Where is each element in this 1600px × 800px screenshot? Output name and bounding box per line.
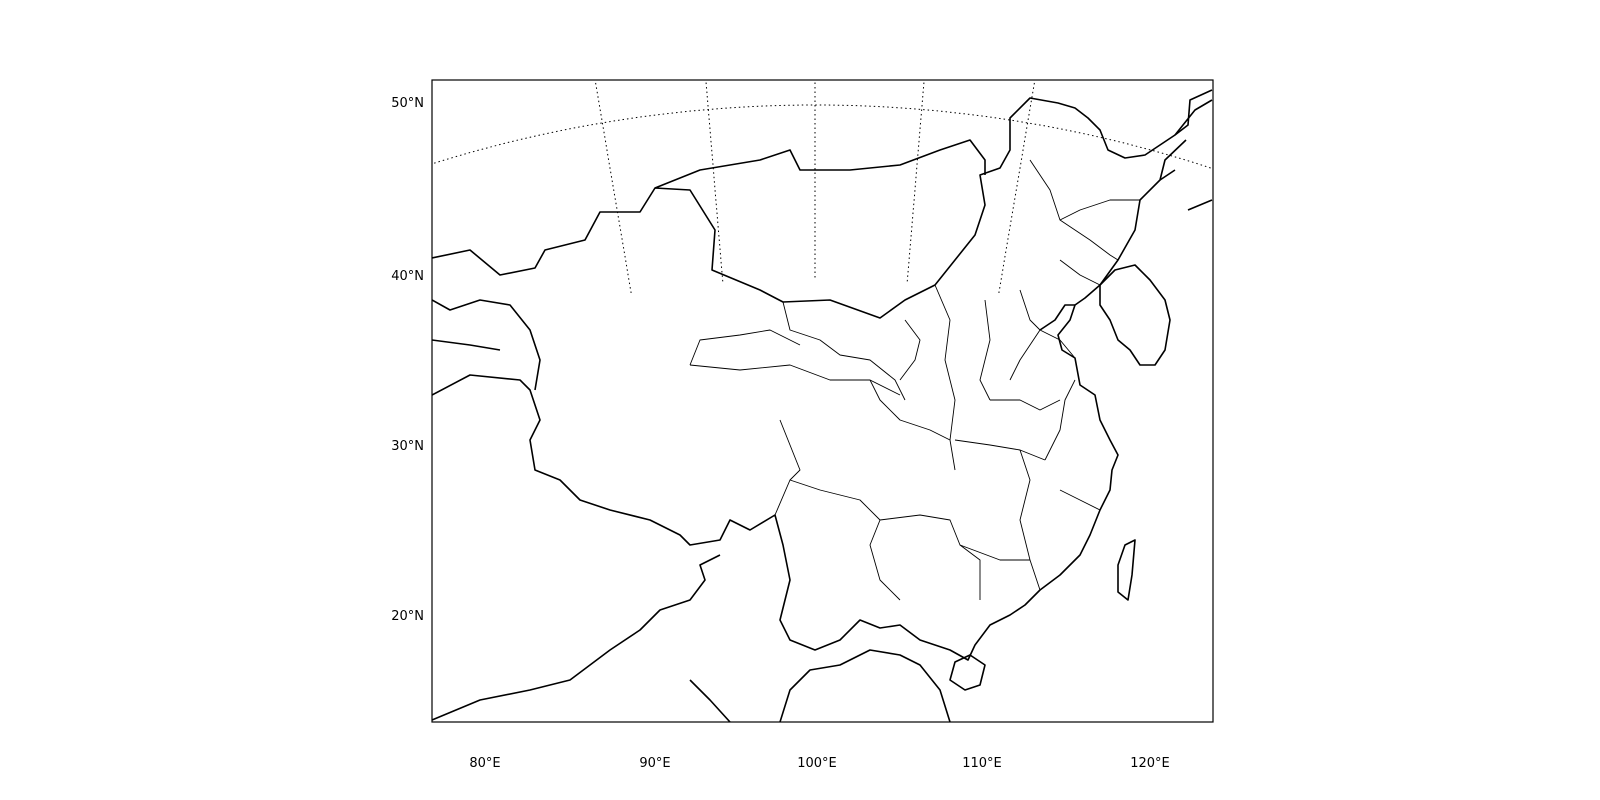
mongolia-border	[654, 139, 986, 189]
map-layer	[339, 0, 1291, 722]
meridian-line	[906, 80, 925, 282]
kazakhstan-border	[432, 299, 541, 391]
bohai-coast	[1039, 304, 1075, 331]
meridian-line	[998, 80, 1036, 294]
border-shaanxi	[934, 284, 956, 441]
border-sichuan-chongqing	[869, 379, 956, 471]
lon-label-90: 90°E	[639, 756, 670, 771]
lon-label-80: 80°E	[469, 756, 500, 771]
border-tibet-sichuan	[774, 419, 801, 516]
longitude-labels: 80°E 90°E 100°E 110°E 120°E	[469, 756, 1169, 771]
station-point-gold	[1003, 14, 1012, 23]
korea-coast	[1099, 264, 1171, 366]
border-hunan-guangdong	[959, 544, 1030, 561]
parallel-line	[339, 0, 1291, 13]
hainan-coast	[949, 654, 986, 691]
border-gansu	[782, 301, 906, 401]
lat-label-50: 50°N	[391, 96, 424, 111]
station-point-gold	[952, 39, 961, 48]
lon-label-120: 120°E	[1130, 756, 1170, 771]
border-liaoning	[1059, 259, 1101, 286]
map-background	[432, 80, 1213, 722]
border-zhejiang-fujian	[1059, 489, 1101, 511]
indochina-coast	[779, 649, 951, 722]
latitude-labels: 20°N 30°N 40°N 50°N	[391, 96, 424, 624]
border-qinghai-tibet	[689, 364, 901, 396]
border-ningxia	[899, 319, 921, 381]
border-anhui-jiangsu	[1044, 379, 1076, 461]
lon-label-110: 110°E	[962, 756, 1002, 771]
border-hunan-jiangxi	[1019, 449, 1041, 591]
lat-label-20: 20°N	[391, 609, 424, 624]
province-borders	[689, 159, 1140, 601]
map-frame	[431, 79, 1214, 723]
border-shanxi	[979, 299, 991, 401]
station-point-gold	[1012, 8, 1021, 17]
lon-label-100: 100°E	[797, 756, 837, 771]
station-point-gold	[981, 0, 990, 6]
border-shandong	[1039, 329, 1076, 359]
china-outer-border	[432, 89, 1213, 661]
border-guizhou-guangxi	[879, 514, 981, 600]
border-henan	[990, 399, 1061, 411]
border-heilongjiang-jilin	[1059, 199, 1140, 221]
meridian-line	[594, 80, 632, 294]
parallel-line	[432, 104, 1213, 170]
meridian-line	[705, 80, 724, 282]
taiwan-coast	[1117, 539, 1136, 601]
india-coast	[432, 554, 731, 722]
station-points	[638, 0, 1065, 48]
border-xinjiang-qinghai	[689, 329, 801, 366]
coastlines	[432, 89, 1213, 722]
border-hubei	[954, 439, 1046, 461]
russia-coast	[1159, 99, 1213, 211]
lat-label-30: 30°N	[391, 439, 424, 454]
graticule	[339, 0, 1291, 294]
border-inner-mongolia-ne	[1029, 159, 1119, 261]
lat-label-40: 40°N	[391, 269, 424, 284]
